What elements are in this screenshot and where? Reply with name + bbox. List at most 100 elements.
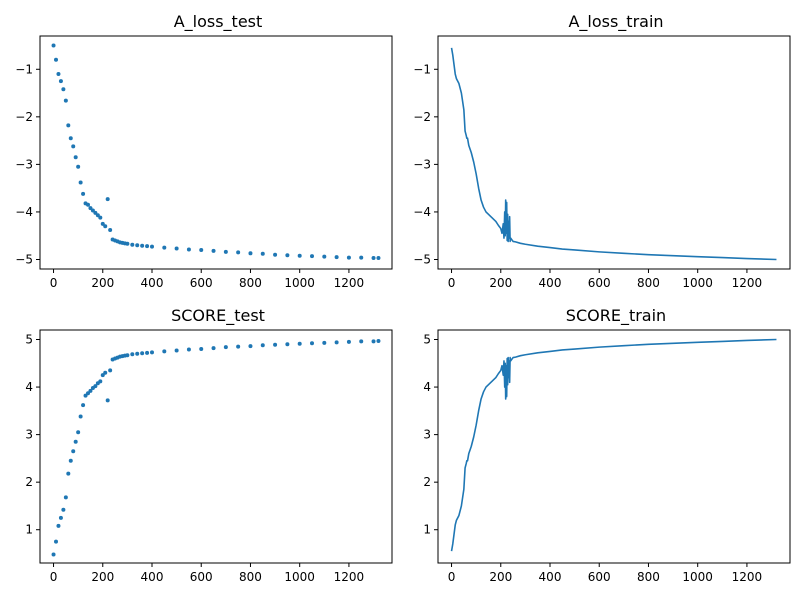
data-point: [86, 202, 90, 207]
chart-a-loss-test: A_loss_test 0 200 400 600 800 1000 1200 −5 −4 −3…: [15, 12, 393, 290]
x-tick-label: 600: [588, 276, 611, 290]
data-point: [186, 347, 191, 352]
x-tick-label: 800: [637, 570, 660, 584]
data-point: [71, 144, 76, 149]
chart-title: A_loss_train: [568, 12, 663, 32]
data-point: [376, 338, 381, 343]
plot-area: [51, 43, 381, 261]
data-point: [145, 244, 150, 249]
data-point: [103, 224, 108, 229]
data-point: [61, 507, 66, 512]
data-point: [211, 248, 216, 253]
data-point: [66, 123, 71, 128]
data-point: [71, 449, 76, 454]
data-point: [260, 343, 265, 348]
y-tick-label: 2: [25, 475, 33, 489]
data-point: [103, 370, 108, 375]
data-point: [273, 252, 278, 257]
data-point: [58, 515, 63, 520]
data-point: [95, 213, 100, 218]
data-point: [211, 346, 216, 351]
data-point: [54, 539, 58, 544]
data-point: [334, 340, 339, 345]
data-point: [346, 255, 351, 260]
y-tick-label: −5: [413, 252, 431, 266]
y-tick-label: −4: [15, 205, 33, 219]
data-point: [88, 388, 93, 393]
data-point: [150, 350, 154, 355]
data-point: [199, 347, 204, 352]
data-point: [260, 251, 265, 256]
data-point: [376, 256, 381, 261]
data-point: [81, 403, 86, 408]
data-point: [174, 246, 179, 251]
y-tick-label: −3: [413, 157, 431, 171]
x-tick-label: 1200: [732, 276, 763, 290]
x-tick-label: 200: [91, 276, 114, 290]
data-point: [130, 352, 135, 357]
data-point: [223, 345, 228, 350]
x-tick-label: 200: [91, 570, 114, 584]
x-tick-label: 200: [489, 570, 512, 584]
x-tick-label: 0: [50, 570, 58, 584]
chart-title: A_loss_test: [174, 12, 263, 32]
y-tick-label: 5: [25, 333, 33, 347]
y-tick-label: −3: [15, 157, 33, 171]
data-point: [100, 221, 105, 226]
data-point: [100, 373, 105, 378]
data-point: [140, 243, 145, 248]
data-point: [83, 393, 88, 398]
x-tick-label: 800: [239, 276, 262, 290]
y-tick-label: 2: [423, 475, 431, 489]
y-axis: 1 2 3 4 5: [423, 333, 438, 537]
data-point: [78, 414, 83, 419]
x-tick-label: 1200: [334, 570, 365, 584]
x-tick-label: 1200: [334, 276, 365, 290]
x-axis: 0 200 400 600 800 1000 1200: [448, 269, 762, 290]
data-point: [125, 241, 130, 246]
y-tick-label: 4: [25, 380, 33, 394]
data-point: [248, 344, 253, 349]
series-line: [450, 338, 777, 552]
data-point: [105, 398, 110, 403]
data-point: [371, 256, 376, 261]
data-point: [297, 341, 302, 346]
x-tick-label: 600: [190, 276, 213, 290]
data-point: [285, 342, 290, 347]
y-axis: −5 −4 −3 −2 −1: [413, 62, 438, 266]
data-point: [310, 254, 314, 259]
y-tick-label: 4: [423, 380, 431, 394]
data-point: [273, 342, 278, 347]
chart-a-loss-train: A_loss_train 0 200 400 600 800 1000 1200 −5−4−…: [413, 12, 791, 290]
x-tick-label: 1000: [284, 570, 315, 584]
data-point: [140, 351, 145, 356]
data-point: [174, 348, 179, 353]
data-point: [61, 87, 66, 92]
data-point: [90, 208, 95, 213]
y-tick-label: −2: [15, 110, 33, 124]
x-tick-label: 400: [539, 276, 562, 290]
data-point: [93, 210, 98, 215]
data-point: [162, 349, 167, 354]
x-tick-label: 1000: [284, 276, 315, 290]
data-point: [66, 471, 71, 476]
axes-frame: [39, 329, 393, 564]
data-point: [125, 353, 130, 358]
axes-frame: [437, 35, 791, 270]
data-point: [98, 379, 103, 384]
y-tick-label: 3: [423, 428, 431, 442]
y-tick-label: 3: [25, 428, 33, 442]
data-point: [76, 164, 81, 169]
data-point: [135, 351, 140, 356]
data-point: [236, 344, 241, 349]
y-tick-label: −1: [413, 62, 431, 76]
data-point: [236, 250, 241, 255]
data-point: [248, 251, 253, 256]
x-axis: 0 200 400 600 800 1000 1200: [448, 563, 762, 584]
data-point: [54, 57, 58, 62]
x-tick-label: 1000: [682, 570, 713, 584]
x-tick-label: 1200: [732, 570, 763, 584]
data-point: [58, 79, 63, 84]
data-point: [186, 247, 191, 252]
